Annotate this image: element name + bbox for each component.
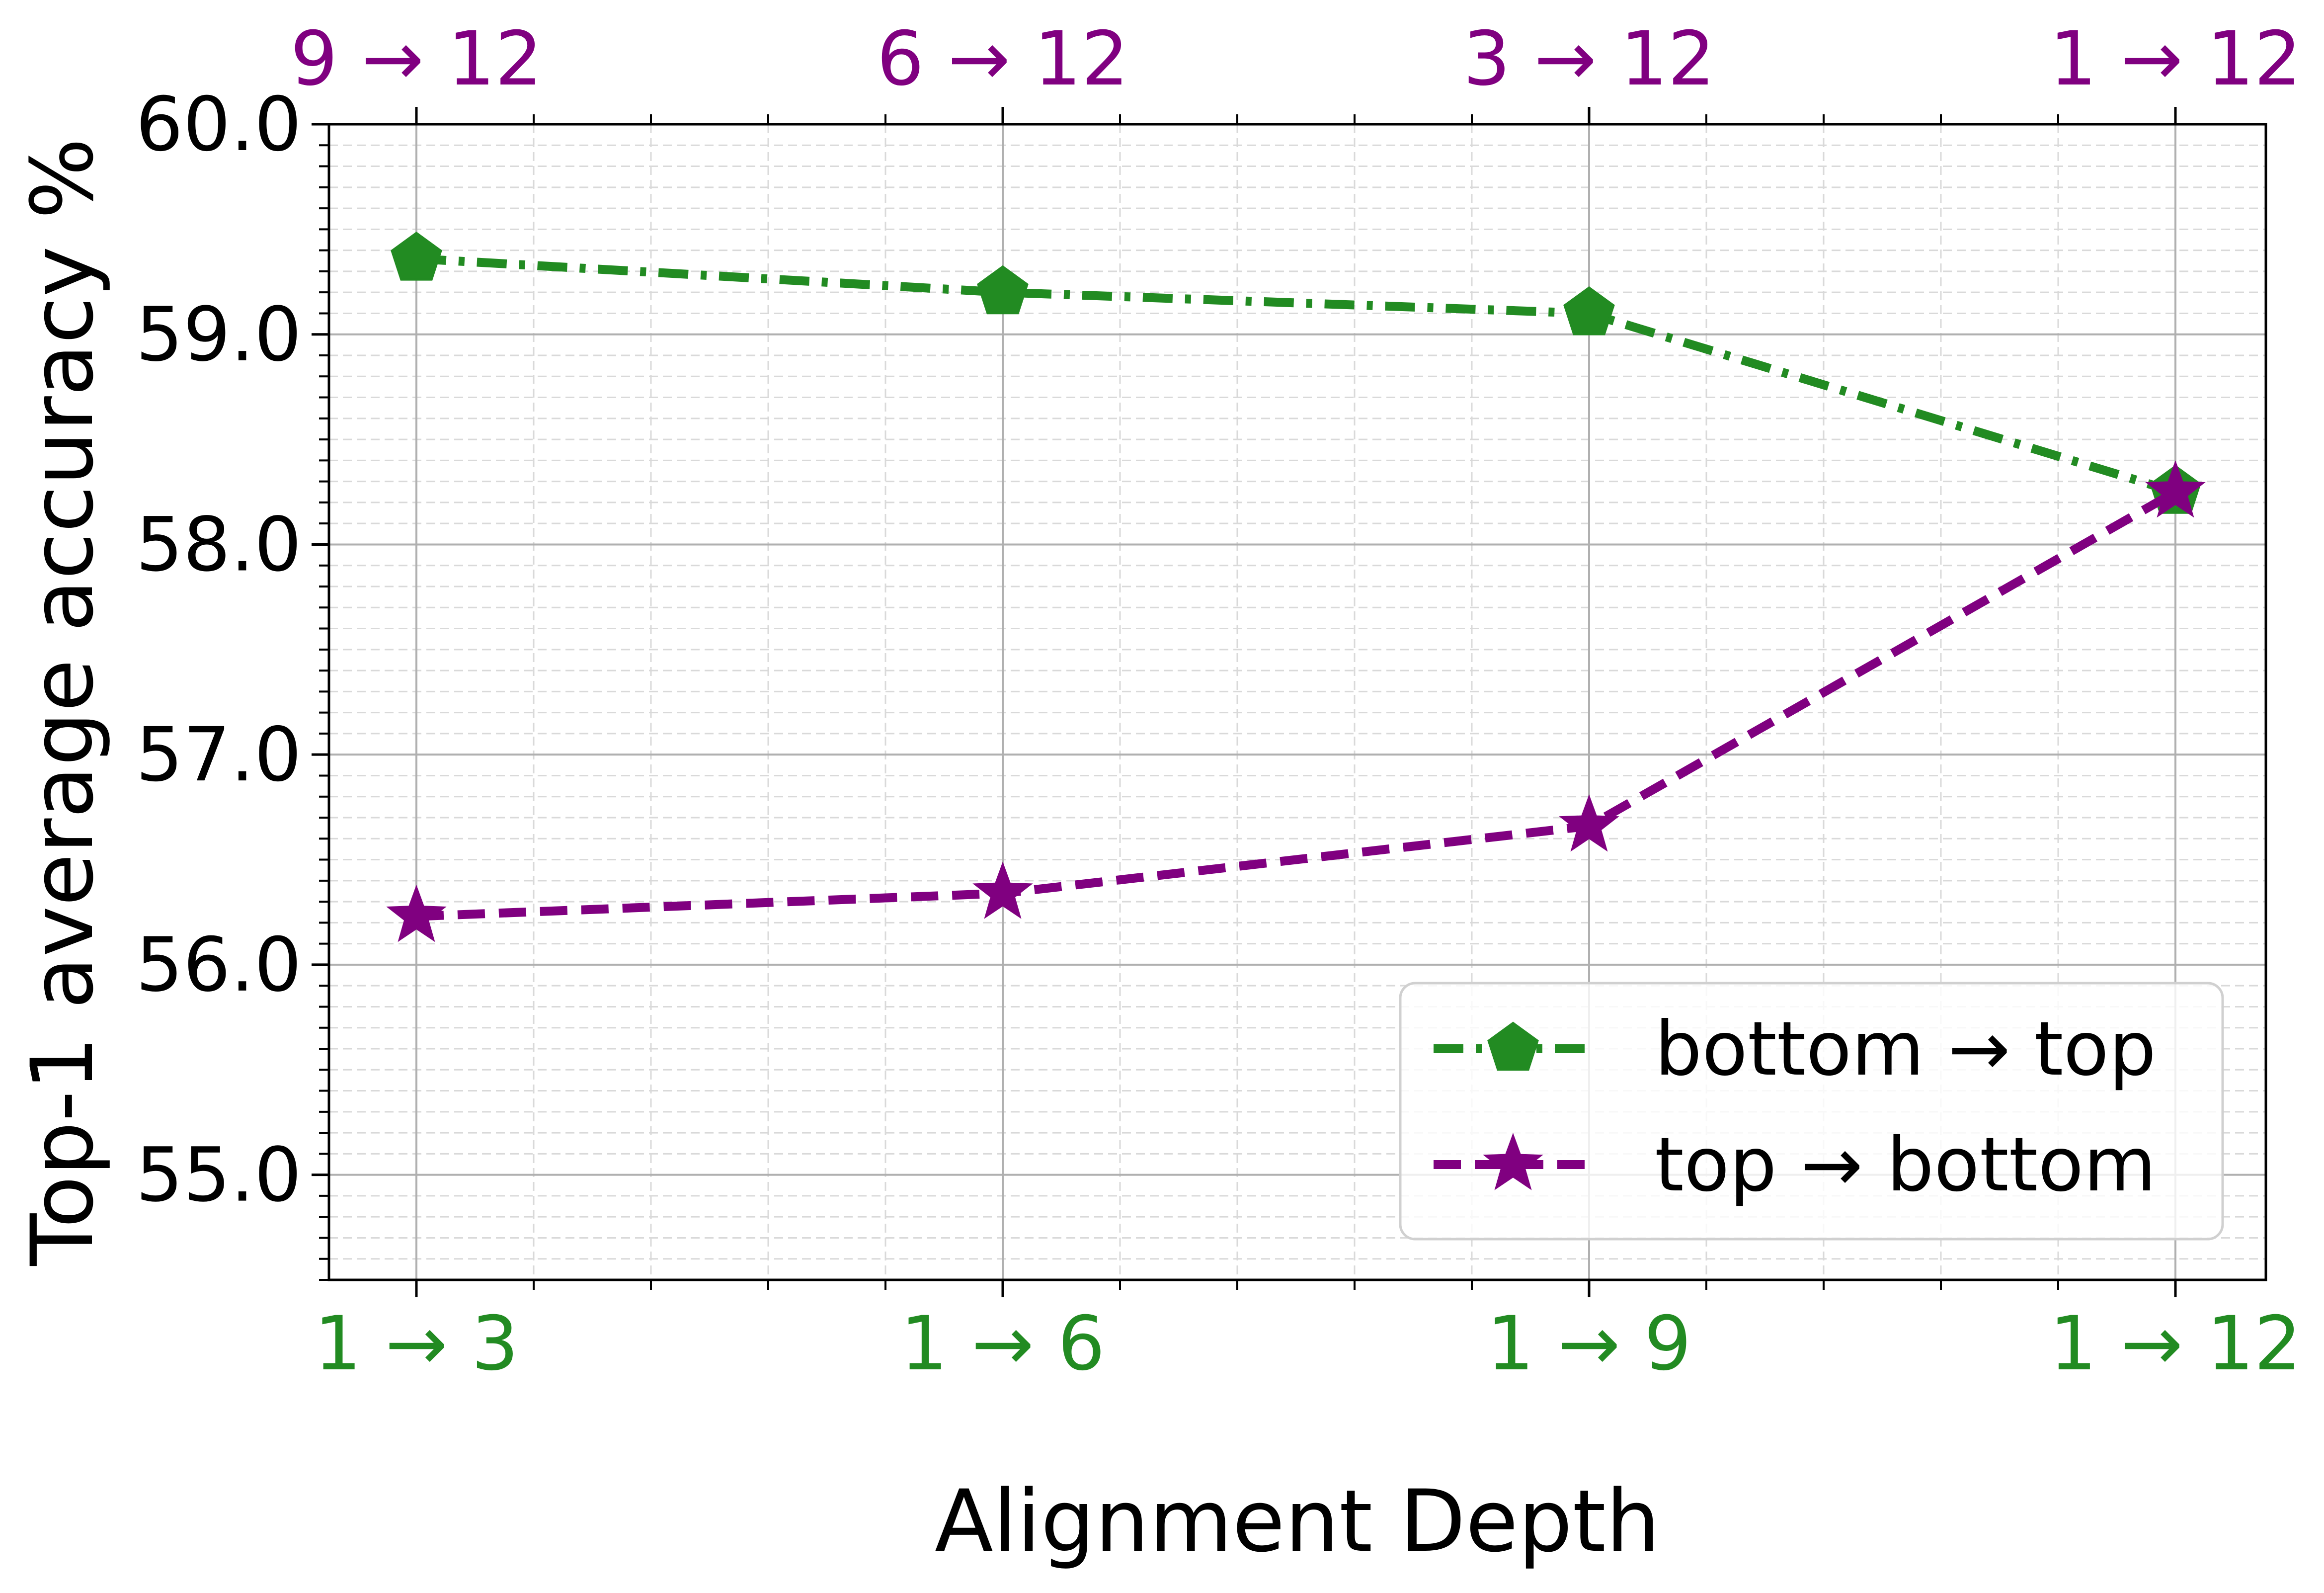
legend-box (1399, 982, 2224, 1241)
star-marker (972, 861, 1033, 919)
x-bottom-tick-label: 1 → 3 (314, 1301, 519, 1387)
x-bottom-tick-label: 1 → 6 (900, 1301, 1105, 1387)
legend-item: bottom → top (1434, 1006, 2156, 1092)
legend-items: bottom → top top → bottom (1434, 1006, 2156, 1208)
x-top-tick-label: 1 → 12 (2049, 16, 2301, 102)
x-top-tick-label: 9 → 12 (290, 16, 542, 102)
legend: bottom → top top → bottom (1399, 982, 2224, 1241)
series-line (416, 254, 2177, 497)
plot-frame (327, 123, 2267, 1281)
series-layer (386, 232, 2206, 942)
legend-item: top → bottom (1434, 1122, 2156, 1208)
axis-ticks (312, 107, 2177, 1297)
legend-label: top → bottom (1655, 1122, 2156, 1208)
pentagon-marker (391, 232, 442, 281)
y-axis-label: Top-1 average accuracy % (12, 138, 112, 1266)
legend-star-marker (1483, 1133, 1543, 1190)
star-marker (1559, 794, 1619, 852)
x-top-tick-label: 6 → 12 (877, 16, 1128, 102)
star-marker (386, 884, 447, 942)
y-tick-label: 58.0 (136, 502, 302, 588)
x-top-tick-labels: 9 → 12 6 → 12 3 → 12 1 → 12 (290, 16, 2301, 102)
x-bottom-tick-label: 1 → 9 (1487, 1301, 1691, 1387)
pentagon-marker (977, 265, 1029, 315)
x-axis-label: Alignment Depth (935, 1471, 1660, 1571)
y-tick-label: 56.0 (136, 922, 302, 1008)
series-line (416, 488, 2178, 921)
legend-pentagon-marker (1487, 1021, 1539, 1071)
x-top-tick-label: 3 → 12 (1463, 16, 1715, 102)
star-marker (2145, 460, 2206, 518)
y-tick-label: 60.0 (136, 82, 302, 168)
y-tick-label: 55.0 (136, 1132, 302, 1219)
y-tick-labels: 55.0 56.0 57.0 58.0 59.0 60.0 (136, 82, 302, 1219)
x-bottom-tick-label: 1 → 12 (2049, 1301, 2301, 1387)
legend-label: bottom → top (1655, 1006, 2156, 1092)
y-tick-label: 57.0 (136, 712, 302, 798)
x-bottom-tick-labels: 1 → 3 1 → 6 1 → 9 1 → 12 (314, 1301, 2302, 1387)
pentagon-marker (1563, 286, 1615, 335)
y-tick-label: 59.0 (136, 292, 302, 378)
series-2 (386, 460, 2206, 942)
